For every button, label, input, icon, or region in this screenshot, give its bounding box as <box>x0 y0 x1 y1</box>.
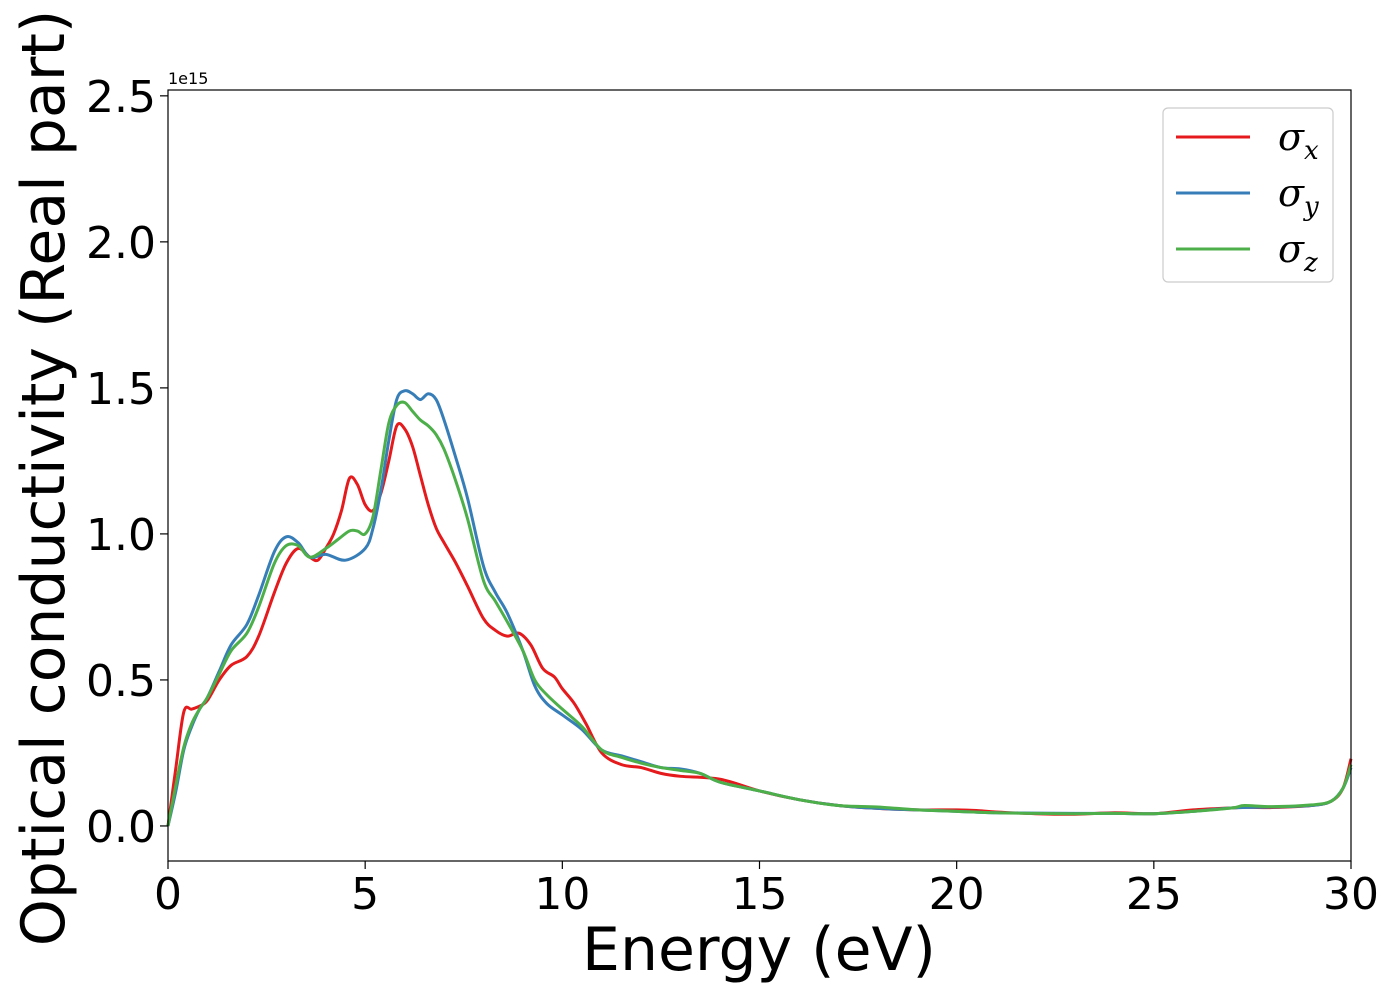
y-tick-label: 0.0 <box>86 802 156 853</box>
x-tick-label: 5 <box>351 869 379 920</box>
legend-label-sigma-z: σz <box>1278 227 1318 278</box>
y-tick-label: 2.0 <box>86 218 156 269</box>
y-axis-title: Optical conductivity (Real part) <box>9 10 79 947</box>
legend-label-sigma-x: σx <box>1278 115 1319 166</box>
legend-label-sigma-y: σy <box>1278 171 1319 222</box>
series-layer <box>166 389 1353 827</box>
x-tick-label: 25 <box>1126 869 1182 920</box>
legend-frame <box>1162 107 1334 283</box>
legend-label-symbol: σ <box>1278 115 1305 159</box>
legend-label-subscript: x <box>1304 136 1319 166</box>
y-tick-label: 2.5 <box>86 72 156 123</box>
x-tick-label: 20 <box>929 869 985 920</box>
y-axis-offset-text: 1e15 <box>168 69 208 88</box>
x-tick-label: 15 <box>732 869 788 920</box>
legend-label-subscript: z <box>1303 248 1318 278</box>
series-line-sigma-x <box>166 422 1353 827</box>
x-axis-title: Energy (eV) <box>582 915 936 985</box>
y-tick-label: 0.5 <box>86 656 156 707</box>
series-line-sigma-y <box>166 389 1353 827</box>
x-tick-label: 10 <box>534 869 590 920</box>
legend-label-symbol: σ <box>1278 227 1305 271</box>
x-tick-label: 30 <box>1323 869 1379 920</box>
legend-label-subscript: y <box>1303 192 1319 222</box>
legend-label-symbol: σ <box>1278 171 1305 215</box>
x-tick-label: 0 <box>154 869 182 920</box>
y-tick-label: 1.5 <box>86 364 156 415</box>
x-axis-ticks: 0 5 10 15 20 25 30 <box>154 861 1379 920</box>
y-tick-label: 1.0 <box>86 510 156 561</box>
y-axis-ticks: 0.0 0.5 1.0 1.5 2.0 2.5 <box>86 72 168 853</box>
series-line-sigma-z <box>166 400 1353 827</box>
